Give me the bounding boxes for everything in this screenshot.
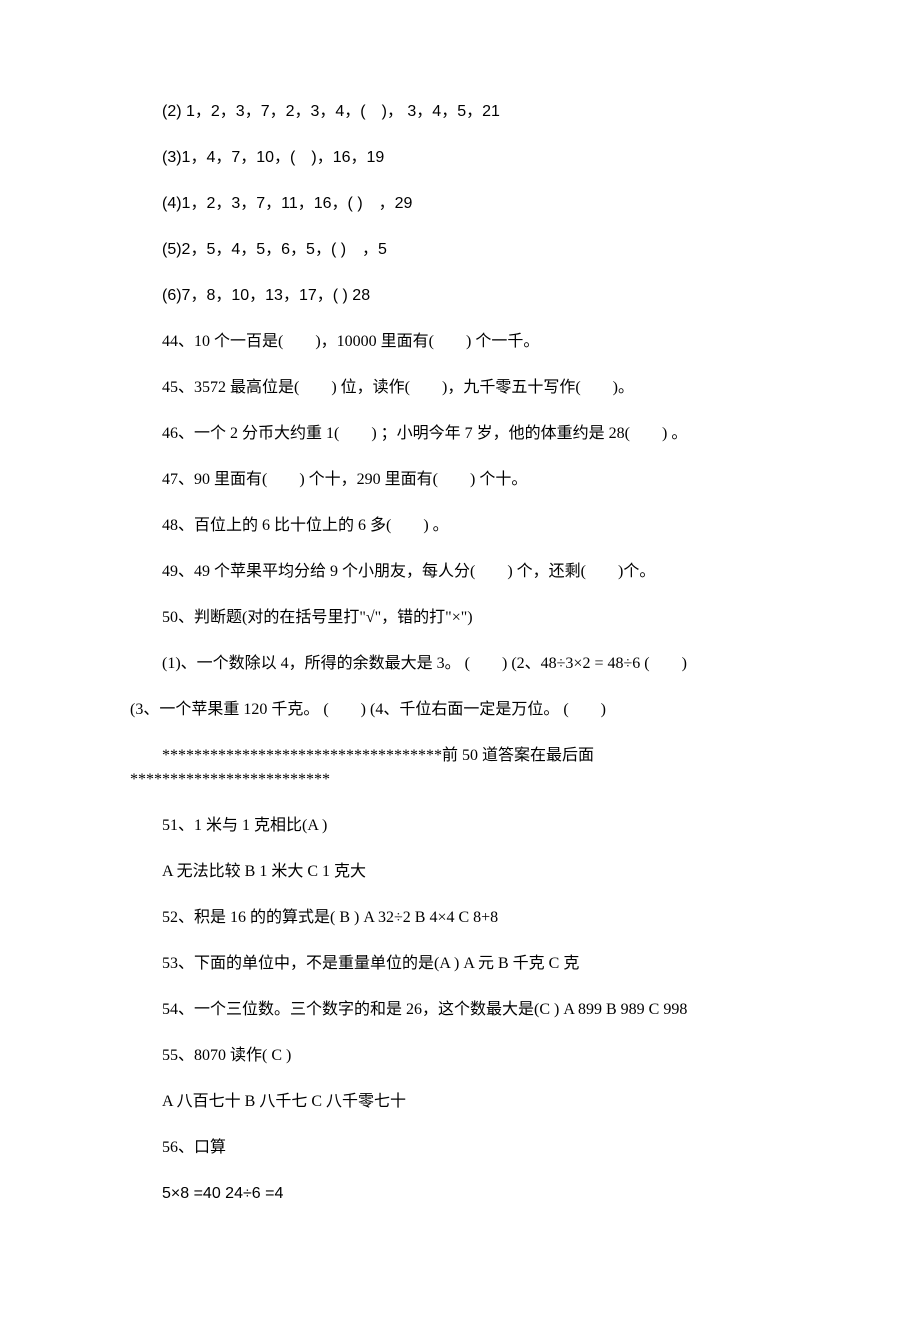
question-42-5: (5)2，5，4，5，6，5，( ) ，5 (130, 238, 790, 262)
question-48: 48、百位上的 6 比十位上的 6 多( ) 。 (130, 514, 790, 538)
question-46: 46、一个 2 分币大约重 1( ) ；小明今年 7 岁，他的体重约是 28( … (130, 422, 790, 446)
question-51-options: A 无法比较 B 1 米大 C 1 克大 (130, 860, 790, 884)
question-42-2: (2) 1，2，3，7，2，3，4，( )， 3，4，5，21 (130, 100, 790, 124)
question-54: 54、一个三位数。三个数字的和是 26，这个数最大是(C ) A 899 B 9… (130, 998, 790, 1022)
question-42-6: (6)7，8，10，13，17，( ) 28 (130, 284, 790, 308)
answers-divider: ***********************************前 50 … (130, 744, 790, 792)
question-42-3: (3)1，4，7，10，( )，16，19 (130, 146, 790, 170)
question-56-calc: 5×8 =40 24÷6 =4 (130, 1182, 790, 1206)
question-44: 44、10 个一百是( )，10000 里面有( ) 个一千。 (130, 330, 790, 354)
question-49: 49、49 个苹果平均分给 9 个小朋友，每人分( ) 个，还剩( )个。 (130, 560, 790, 584)
question-42-4: (4)1，2，3，7，11，16，( ) ，29 (130, 192, 790, 216)
question-50: 50、判断题(对的在括号里打"√"，错的打"×") (130, 606, 790, 630)
question-51: 51、1 米与 1 克相比(A ) (130, 814, 790, 838)
question-50-3: (3、一个苹果重 120 千克。 ( ) (4、千位右面一定是万位。 ( ) (130, 698, 790, 722)
question-53: 53、下面的单位中，不是重量单位的是(A ) A 元 B 千克 C 克 (130, 952, 790, 976)
question-56: 56、口算 (130, 1136, 790, 1160)
question-50-1: (1)、一个数除以 4，所得的余数最大是 3。 ( ) (2、48÷3×2 = … (130, 652, 790, 676)
question-45: 45、3572 最高位是( ) 位，读作( )，九千零五十写作( )。 (130, 376, 790, 400)
question-55-options: A 八百七十 B 八千七 C 八千零七十 (130, 1090, 790, 1114)
question-47: 47、90 里面有( ) 个十，290 里面有( ) 个十。 (130, 468, 790, 492)
question-52: 52、积是 16 的的算式是( B ) A 32÷2 B 4×4 C 8+8 (130, 906, 790, 930)
question-55: 55、8070 读作( C ) (130, 1044, 790, 1068)
